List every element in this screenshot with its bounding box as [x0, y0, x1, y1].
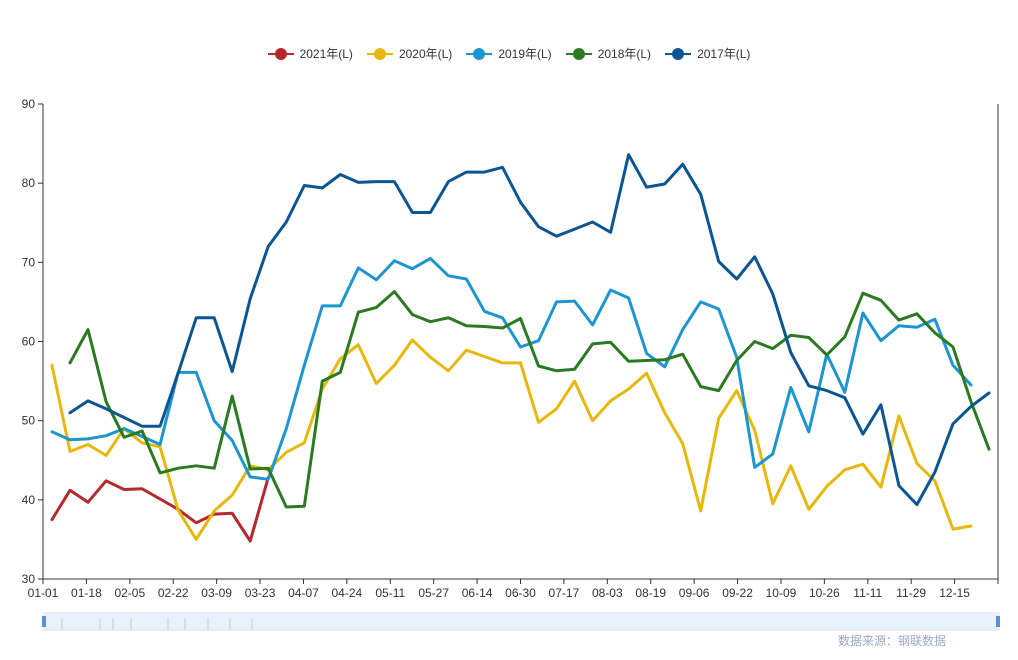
data-source-label: 数据来源：钢联数据: [837, 634, 946, 648]
legend-dot-icon: [274, 47, 287, 60]
x-tick-label: 08-03: [592, 586, 623, 600]
x-tick-label: 11-29: [896, 586, 926, 600]
legend-item[interactable]: 2018年(L): [565, 45, 652, 62]
x-tick-label: 12-15: [939, 586, 970, 600]
x-tick-label: 02-22: [158, 586, 189, 600]
legend-label: 2020年(L): [398, 47, 453, 61]
x-tick-label: 03-23: [245, 586, 276, 600]
zoom-selected-range: [44, 613, 999, 630]
y-tick-label: 50: [22, 414, 36, 428]
x-tick-label: 06-30: [505, 586, 536, 600]
legend-item[interactable]: 2020年(L): [366, 45, 453, 62]
x-tick-label: 03-09: [201, 586, 232, 600]
legend-label: 2021年(L): [299, 47, 353, 61]
x-tick-label: 08-19: [635, 586, 666, 600]
legend-item[interactable]: 2017年(L): [665, 45, 750, 62]
x-tick-label: 01-01: [28, 586, 59, 600]
series-line-0: [50, 476, 270, 543]
x-tick-label: 09-22: [722, 586, 753, 600]
x-tick-label: 07-17: [549, 586, 580, 600]
series-line-1: [50, 338, 973, 541]
x-tick-label: 04-07: [288, 586, 319, 600]
legend-swatch-icon: [366, 47, 393, 61]
legend-dot-icon: [672, 47, 685, 60]
chart-series-lines: [50, 153, 991, 543]
legend-swatch-icon: [267, 47, 294, 61]
legend-item[interactable]: 2021年(L): [267, 45, 353, 62]
legend-swatch-icon: [565, 47, 592, 61]
x-tick-label: 05-27: [418, 586, 449, 600]
legend-label: 2018年(L): [597, 47, 652, 61]
y-tick-label: 80: [22, 176, 36, 190]
legend-label: 2019年(L): [498, 47, 552, 61]
series-line-3: [68, 290, 991, 509]
legend-dot-icon: [473, 47, 486, 60]
x-tick-label: 02-05: [114, 586, 145, 600]
x-tick-label: 11-11: [853, 586, 882, 600]
legend-label: 2017年(L): [697, 47, 751, 61]
series-line-2: [50, 256, 973, 481]
zoom-handle-left: [42, 616, 46, 627]
legend-swatch-icon: [466, 47, 493, 61]
y-tick-label: 90: [22, 97, 36, 111]
legend-dot-icon: [373, 47, 386, 60]
x-tick-label: 01-18: [71, 586, 102, 600]
x-tick-label: 05-11: [375, 586, 405, 600]
y-tick-label: 30: [22, 572, 36, 586]
data-zoom-slider[interactable]: [42, 612, 1000, 631]
series-line-4: [68, 153, 991, 507]
y-tick-label: 70: [22, 255, 36, 269]
x-tick-label: 04-24: [332, 586, 363, 600]
chart-legend: 2021年(L) 2020年(L) 2019年(L) 2018年(L) 2017年(L): [0, 45, 1018, 62]
chart-axes: 30 40 50 60 70 80 90 01-01 01-18 02-05 02-22 03-09 0…: [22, 97, 999, 600]
zoom-handle-right: [996, 616, 1000, 627]
y-tick-label: 60: [22, 335, 36, 349]
x-tick-label: 09-06: [679, 586, 710, 600]
y-tick-label: 40: [22, 493, 36, 507]
legend-swatch-icon: [665, 47, 692, 61]
x-tick-label: 10-26: [809, 586, 840, 600]
legend-dot-icon: [572, 47, 585, 60]
x-tick-label: 10-09: [766, 586, 797, 600]
legend-item[interactable]: 2019年(L): [466, 45, 552, 62]
x-tick-label: 06-14: [462, 586, 493, 600]
